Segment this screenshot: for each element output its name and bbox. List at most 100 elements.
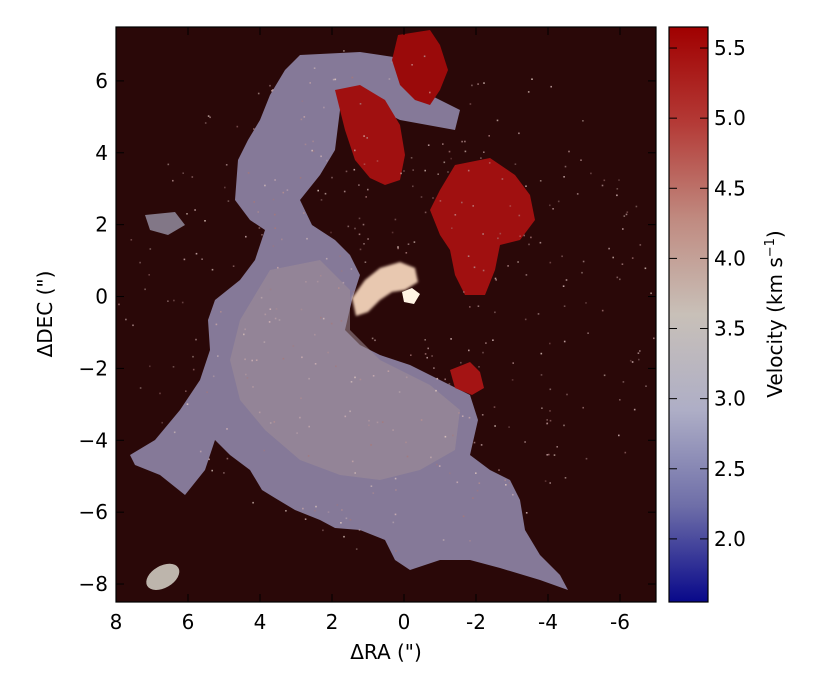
- speckle: [436, 463, 438, 466]
- speckle: [480, 157, 482, 159]
- speckle: [508, 481, 511, 484]
- speckle: [469, 103, 472, 105]
- speckle: [281, 238, 283, 241]
- speckle: [304, 518, 307, 520]
- speckle: [263, 449, 266, 452]
- speckle: [252, 386, 254, 388]
- speckle: [582, 120, 584, 122]
- speckle: [299, 177, 302, 179]
- speckle: [244, 328, 246, 331]
- speckle: [452, 434, 454, 437]
- speckle: [225, 164, 228, 166]
- speckle: [199, 450, 202, 453]
- speckle: [631, 361, 634, 363]
- speckle: [590, 172, 592, 175]
- speckle: [472, 497, 474, 499]
- speckle: [186, 213, 188, 215]
- speckle: [601, 184, 604, 187]
- speckle: [192, 355, 194, 358]
- y-tick-label: −6: [79, 500, 108, 524]
- speckle: [376, 421, 379, 424]
- speckle: [493, 406, 496, 408]
- speckle: [472, 205, 474, 207]
- colorbar-label-text: Velocity (km s: [763, 257, 787, 397]
- speckle: [483, 82, 485, 84]
- speckle: [232, 265, 235, 267]
- speckle: [204, 220, 206, 222]
- speckle: [541, 407, 543, 409]
- colorbar-tick-label: 3.5: [714, 317, 746, 341]
- speckle: [118, 303, 120, 306]
- speckle: [330, 322, 333, 325]
- speckle: [359, 103, 362, 105]
- speckle: [407, 243, 410, 245]
- speckle: [317, 189, 319, 192]
- speckle: [149, 365, 151, 368]
- speckle: [322, 317, 325, 320]
- speckle: [528, 243, 530, 246]
- speckle: [211, 268, 214, 271]
- speckle: [603, 374, 606, 377]
- speckle: [498, 469, 500, 471]
- speckle: [556, 446, 558, 448]
- speckle: [460, 361, 462, 364]
- x-tick-label: -6: [610, 610, 630, 634]
- speckle: [492, 339, 494, 341]
- speckle: [217, 355, 219, 357]
- speckle: [313, 67, 316, 69]
- speckle: [410, 354, 412, 356]
- speckle: [448, 383, 451, 385]
- speckle: [211, 469, 213, 472]
- speckle: [299, 416, 301, 419]
- speckle: [144, 288, 146, 291]
- speckle: [307, 455, 310, 457]
- colorbar-frame: [668, 26, 709, 603]
- speckle: [191, 176, 194, 178]
- speckle: [494, 277, 497, 280]
- speckle: [420, 419, 423, 421]
- speckle: [549, 410, 551, 412]
- speckle: [394, 513, 397, 516]
- speckle: [311, 149, 313, 152]
- speckle: [274, 317, 277, 320]
- speckle: [406, 455, 409, 458]
- speckle: [167, 163, 170, 166]
- speckle: [181, 301, 184, 304]
- speckle: [624, 451, 627, 454]
- speckle: [245, 373, 247, 376]
- speckle: [390, 61, 393, 64]
- speckle: [125, 318, 127, 321]
- speckle: [316, 280, 319, 283]
- speckle: [350, 381, 353, 383]
- y-tick-label: 0: [95, 285, 108, 309]
- speckle: [314, 363, 317, 365]
- speckle: [431, 355, 433, 357]
- colorbar-tick-label: 5.5: [714, 36, 746, 60]
- x-tick-label: -4: [538, 610, 558, 634]
- speckle: [464, 150, 467, 153]
- speckle: [286, 189, 289, 191]
- speckle: [435, 389, 437, 392]
- speckle: [463, 291, 465, 293]
- speckle: [338, 287, 340, 289]
- speckle: [304, 143, 307, 146]
- speckle: [327, 351, 329, 354]
- speckle: [625, 213, 628, 216]
- speckle: [236, 125, 239, 128]
- speckle: [173, 431, 176, 434]
- speckle: [448, 150, 451, 153]
- speckle: [363, 163, 366, 165]
- colorbar-label-superscript: −1: [763, 238, 778, 257]
- speckle: [549, 261, 552, 264]
- speckle: [443, 161, 446, 164]
- speckle: [340, 522, 342, 524]
- speckle: [518, 214, 521, 217]
- speckle: [315, 505, 317, 508]
- y-tick-label: 6: [95, 69, 108, 93]
- speckle: [271, 90, 273, 92]
- speckle: [208, 458, 210, 461]
- x-axis-label: ΔRA ("): [350, 640, 422, 664]
- speckle: [633, 408, 636, 411]
- speckle: [320, 199, 323, 201]
